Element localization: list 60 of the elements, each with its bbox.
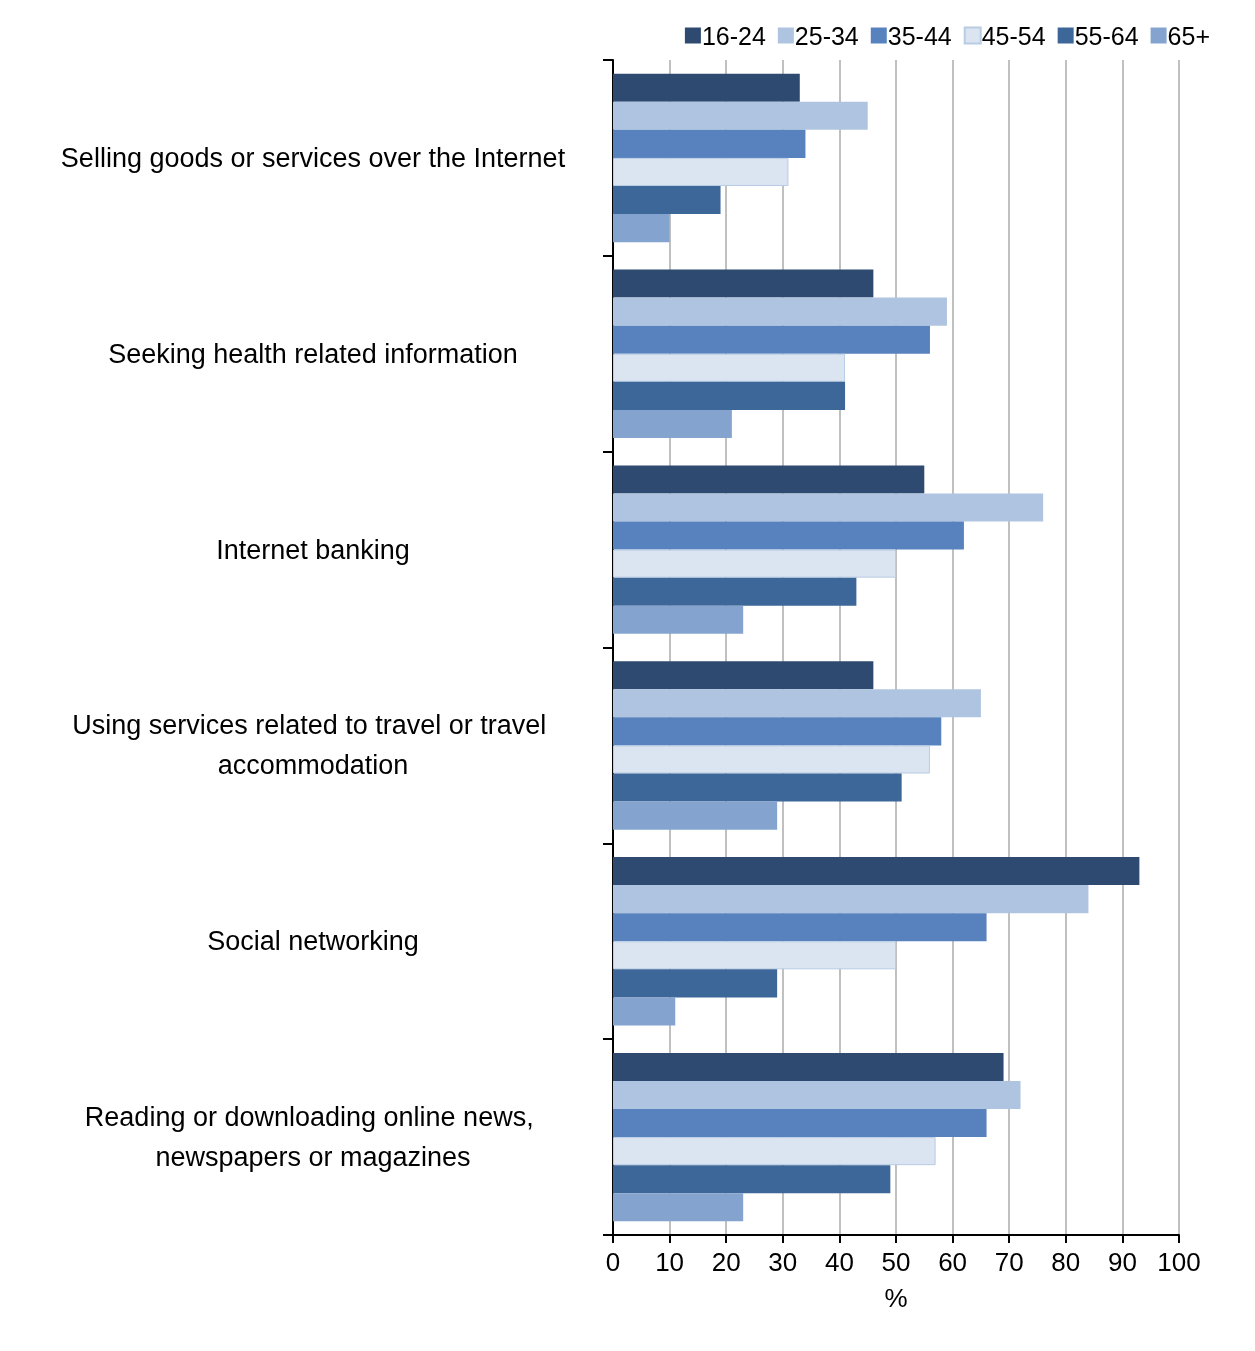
bar <box>613 1137 936 1166</box>
y-tick-label: Internet banking <box>216 534 410 565</box>
bar <box>613 157 789 186</box>
bar <box>613 801 778 830</box>
x-tick-label: 80 <box>1051 1247 1081 1277</box>
bar <box>613 269 874 298</box>
legend-label: 35-44 <box>887 21 952 50</box>
bar <box>613 969 778 998</box>
x-axis-title: % <box>884 1283 908 1313</box>
bar <box>613 1052 1004 1081</box>
x-tick-label: 90 <box>1107 1247 1137 1277</box>
bar <box>613 1193 744 1222</box>
x-tick-label: 100 <box>1157 1247 1201 1277</box>
bar <box>613 857 1140 886</box>
x-tick-label: 20 <box>711 1247 741 1277</box>
bar <box>613 73 800 102</box>
bar <box>613 717 942 746</box>
legend-label: 55-64 <box>1074 21 1139 50</box>
legend-label: 25-34 <box>794 21 859 50</box>
bar <box>613 465 925 494</box>
bar <box>613 101 868 130</box>
y-tick-label: Social networking <box>207 926 419 957</box>
legend-label: 16-24 <box>701 21 766 50</box>
bar <box>613 549 896 578</box>
bar <box>613 409 732 438</box>
bar <box>613 773 902 802</box>
x-tick-label: 0 <box>605 1247 621 1277</box>
bar <box>613 997 676 1026</box>
bar <box>613 941 896 970</box>
bar <box>613 577 857 606</box>
bar <box>613 689 981 718</box>
legend-label: 45-54 <box>981 21 1046 50</box>
bar <box>613 325 930 354</box>
x-tick-label: 70 <box>994 1247 1024 1277</box>
y-tick-label: Using services related to travel or travel accommodation <box>72 710 554 781</box>
x-tick-label: 40 <box>824 1247 854 1277</box>
bar <box>613 185 721 215</box>
bar <box>613 493 1044 522</box>
y-tick-label: Seeking health related information <box>108 338 518 369</box>
bar <box>613 745 930 774</box>
bar <box>613 353 846 382</box>
x-tick-label: 10 <box>655 1247 685 1277</box>
bar <box>613 521 964 550</box>
bar <box>613 214 670 243</box>
x-tick-label: 30 <box>768 1247 798 1277</box>
y-tick-label: Reading or downloading online news, newspapers or magazines <box>84 1102 542 1173</box>
x-tick-label: 50 <box>881 1247 911 1277</box>
bar <box>613 297 947 326</box>
bar <box>613 913 987 942</box>
x-tick-label: 60 <box>938 1247 968 1277</box>
bar <box>613 885 1089 914</box>
bar <box>613 1109 987 1138</box>
bar <box>613 381 846 410</box>
bar <box>613 129 806 158</box>
bar <box>613 661 874 690</box>
bar <box>613 1165 891 1194</box>
bar <box>613 605 744 634</box>
bar <box>613 1080 1021 1110</box>
y-tick-label: Selling goods or services over the Internet <box>60 142 566 173</box>
legend-label: 65+ <box>1167 21 1211 50</box>
